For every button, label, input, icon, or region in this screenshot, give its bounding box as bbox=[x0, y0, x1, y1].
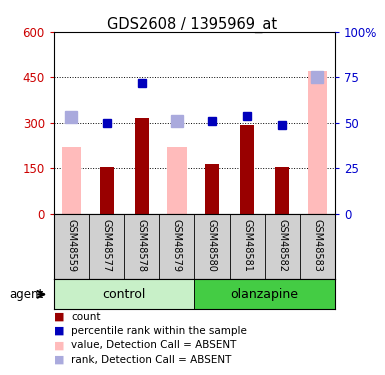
Text: control: control bbox=[102, 288, 146, 301]
Bar bbox=[275, 167, 289, 214]
Text: GSM48582: GSM48582 bbox=[277, 219, 287, 272]
Text: GSM48583: GSM48583 bbox=[312, 219, 322, 272]
Text: count: count bbox=[71, 312, 101, 322]
Bar bbox=[308, 71, 327, 214]
Text: ■: ■ bbox=[54, 326, 64, 336]
Text: ■: ■ bbox=[54, 355, 64, 364]
Bar bbox=[240, 125, 254, 214]
Bar bbox=[62, 147, 81, 214]
Bar bbox=[54, 279, 194, 309]
Text: ■: ■ bbox=[54, 340, 64, 350]
Bar bbox=[194, 279, 335, 309]
Bar bbox=[100, 167, 114, 214]
Text: ■: ■ bbox=[54, 312, 64, 322]
Text: olanzapine: olanzapine bbox=[231, 288, 299, 301]
Bar bbox=[135, 118, 149, 214]
Bar bbox=[205, 164, 219, 214]
Text: GSM48559: GSM48559 bbox=[67, 219, 77, 272]
Text: GSM48578: GSM48578 bbox=[137, 219, 147, 272]
Text: value, Detection Call = ABSENT: value, Detection Call = ABSENT bbox=[71, 340, 237, 350]
Text: rank, Detection Call = ABSENT: rank, Detection Call = ABSENT bbox=[71, 355, 232, 364]
Text: GSM48577: GSM48577 bbox=[102, 219, 112, 272]
Text: GSM48579: GSM48579 bbox=[172, 219, 182, 272]
Bar bbox=[167, 147, 186, 214]
Text: GDS2608 / 1395969_at: GDS2608 / 1395969_at bbox=[107, 17, 278, 33]
Text: GSM48580: GSM48580 bbox=[207, 219, 217, 272]
Text: GSM48581: GSM48581 bbox=[242, 219, 252, 272]
Text: agent: agent bbox=[10, 288, 44, 301]
Text: percentile rank within the sample: percentile rank within the sample bbox=[71, 326, 247, 336]
